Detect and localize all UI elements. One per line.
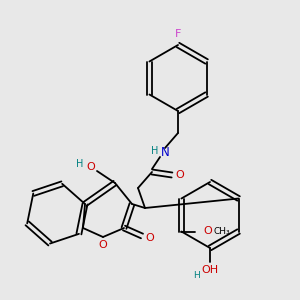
Text: H: H (193, 272, 200, 280)
Text: O: O (146, 233, 154, 243)
Text: OH: OH (201, 265, 219, 275)
Text: O: O (203, 226, 212, 236)
Text: O: O (176, 170, 184, 180)
Text: O: O (87, 162, 95, 172)
Text: N: N (160, 146, 169, 158)
Text: F: F (175, 29, 181, 39)
Text: H: H (76, 159, 84, 169)
Text: H: H (151, 146, 159, 156)
Text: O: O (99, 240, 107, 250)
Text: CH₃: CH₃ (213, 227, 230, 236)
